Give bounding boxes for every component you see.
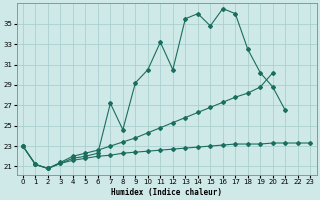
X-axis label: Humidex (Indice chaleur): Humidex (Indice chaleur) bbox=[111, 188, 222, 197]
